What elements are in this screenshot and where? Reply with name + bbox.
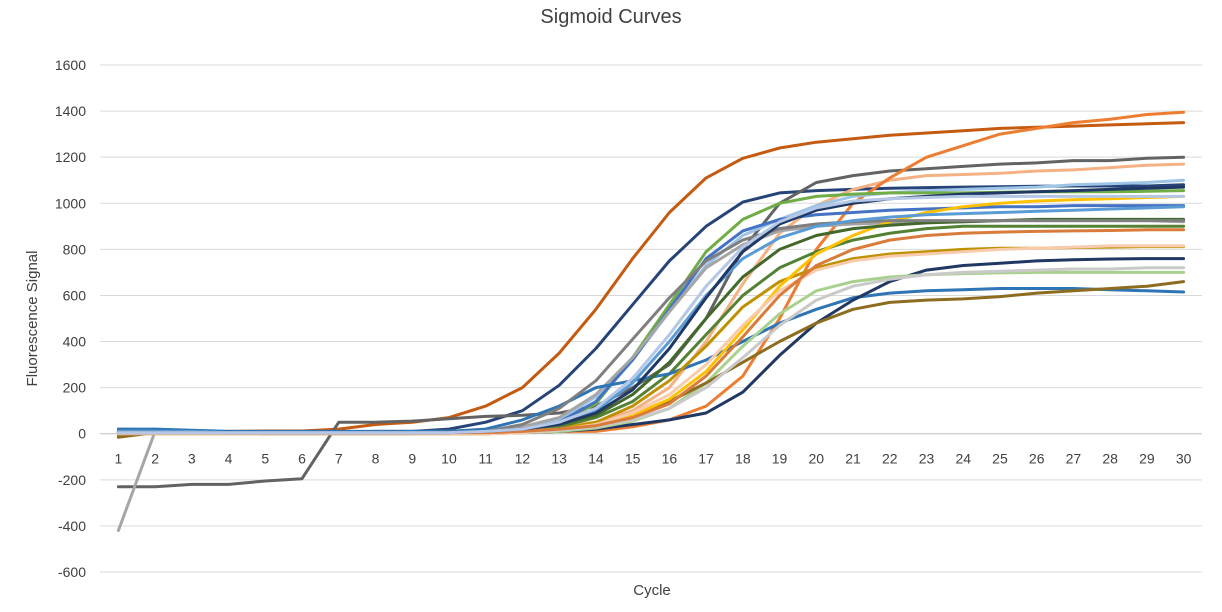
x-tick-label: 30 bbox=[1176, 451, 1192, 467]
series-line-23 bbox=[116, 185, 1186, 435]
y-axis-title: Fluorescence Signal bbox=[24, 251, 41, 387]
x-tick-label: 19 bbox=[772, 451, 788, 467]
chart-title: Sigmoid Curves bbox=[540, 6, 682, 28]
x-tick-label: 28 bbox=[1102, 451, 1118, 467]
x-tick-label: 9 bbox=[408, 451, 416, 467]
x-tick-label: 8 bbox=[372, 451, 380, 467]
x-tick-label: 27 bbox=[1066, 451, 1082, 467]
x-tick-label: 20 bbox=[809, 451, 825, 467]
x-tick-label: 3 bbox=[188, 451, 196, 467]
y-tick-label: 600 bbox=[63, 287, 87, 303]
x-tick-label: 5 bbox=[261, 451, 269, 467]
y-tick-label: 400 bbox=[63, 334, 87, 350]
x-tick-label: 21 bbox=[845, 451, 861, 467]
x-tick-label: 15 bbox=[625, 451, 641, 467]
y-tick-label: 0 bbox=[78, 426, 86, 442]
y-tick-label: 1000 bbox=[55, 195, 86, 211]
y-tick-label: 1400 bbox=[55, 103, 86, 119]
y-tick-label: 800 bbox=[63, 241, 87, 257]
x-tick-label: 29 bbox=[1139, 451, 1155, 467]
series-line-24 bbox=[116, 194, 1186, 435]
x-tick-label: 22 bbox=[882, 451, 898, 467]
y-tick-label: 1600 bbox=[55, 57, 86, 73]
x-axis-title: Cycle bbox=[633, 582, 671, 599]
y-tick-label: -200 bbox=[58, 472, 86, 488]
gridlines bbox=[100, 64, 1202, 573]
y-tick-labels: -600 -400 -200 0 200 400 600 800 1000 1200 1400 160… bbox=[55, 57, 86, 580]
x-tick-label: 6 bbox=[298, 451, 306, 467]
x-tick-label: 17 bbox=[698, 451, 714, 467]
x-tick-label: 23 bbox=[919, 451, 935, 467]
x-tick-label: 25 bbox=[992, 451, 1008, 467]
x-tick-label: 16 bbox=[662, 451, 678, 467]
x-tick-labels: 1 2 3 4 5 6 7 8 9 10 11 12 13 14 15 16 17 18 19 20 21 22 23 24 2… bbox=[114, 451, 1191, 467]
x-tick-label: 26 bbox=[1029, 451, 1045, 467]
x-tick-label: 13 bbox=[551, 451, 567, 467]
x-tick-label: 1 bbox=[114, 451, 122, 467]
x-tick-label: 11 bbox=[478, 451, 493, 467]
series-lines bbox=[116, 110, 1186, 532]
y-tick-label: 1200 bbox=[55, 149, 86, 165]
x-tick-label: 10 bbox=[441, 451, 457, 467]
x-tick-label: 14 bbox=[588, 451, 604, 467]
x-tick-label: 18 bbox=[735, 451, 751, 467]
y-tick-label: -600 bbox=[58, 564, 86, 580]
y-tick-label: -400 bbox=[58, 518, 86, 534]
x-tick-label: 2 bbox=[151, 451, 159, 467]
y-tick-label: 200 bbox=[63, 380, 87, 396]
x-tick-label: 4 bbox=[225, 451, 233, 467]
x-tick-label: 24 bbox=[955, 451, 971, 467]
x-tick-label: 12 bbox=[515, 451, 531, 467]
x-tick-label: 7 bbox=[335, 451, 343, 467]
